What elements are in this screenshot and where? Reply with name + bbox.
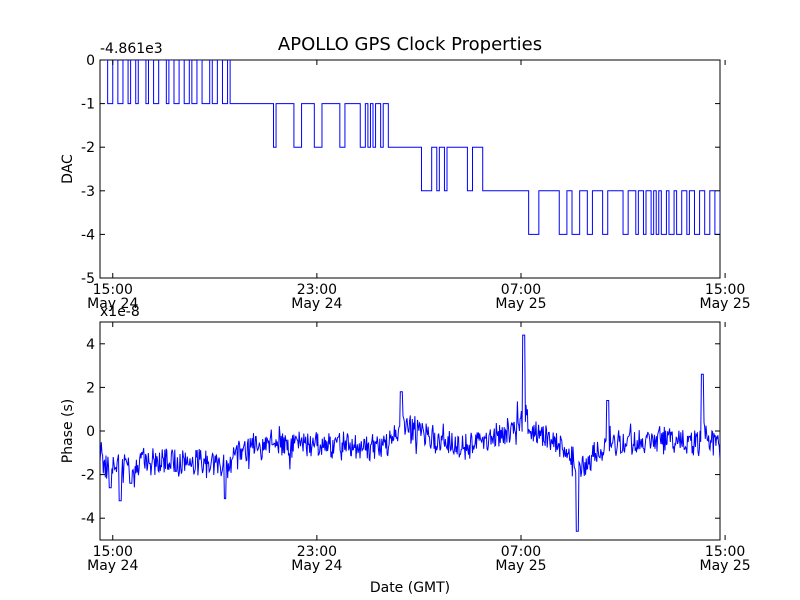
phase-offset-label: x1e-8 (100, 304, 140, 320)
phase-xtick-time: 15:00 (93, 544, 133, 560)
phase-xtick-date: May 24 (87, 558, 138, 574)
phase-xtick-date: May 24 (291, 558, 342, 574)
phase-ytick-label: 4 (86, 337, 95, 353)
phase-ytick-label: 0 (86, 424, 95, 440)
dac-xtick-date: May 25 (699, 296, 750, 312)
phase-ytick-label: -4 (81, 511, 95, 527)
dac-offset-label: -4.861e3 (100, 41, 163, 57)
dac-ytick-label: -3 (81, 184, 95, 200)
phase-xtick-date: May 25 (699, 558, 750, 574)
dac-y-axis-label: DAC (60, 154, 76, 184)
dac-ytick-label: -1 (81, 97, 95, 113)
phase-y-axis-label: Phase (s) (60, 399, 76, 463)
dac-xtick-time: 07:00 (501, 282, 541, 298)
phase-series-line (100, 334, 720, 532)
phase-ytick-label: 2 (86, 380, 95, 396)
dac-xtick-time: 15:00 (93, 282, 133, 298)
dac-ytick-label: -5 (81, 271, 95, 287)
dac-series-line (100, 60, 720, 235)
dac-xtick-date: May 24 (87, 296, 138, 312)
x-axis-label: Date (GMT) (370, 580, 450, 596)
phase-xtick-time: 07:00 (501, 544, 541, 560)
dac-xtick-date: May 25 (495, 296, 546, 312)
dac-ytick-label: 0 (86, 53, 95, 69)
dac-xtick-time: 23:00 (297, 282, 337, 298)
phase-ytick-label: -2 (81, 468, 95, 484)
dac-axes-frame (99, 59, 721, 279)
phase-xtick-time: 23:00 (297, 544, 337, 560)
phase-xtick-time: 15:00 (705, 544, 745, 560)
dac-ytick-label: -4 (81, 227, 95, 243)
dac-ytick-label: -2 (81, 140, 95, 156)
phase-xtick-date: May 25 (495, 558, 546, 574)
chart-title: APOLLO GPS Clock Properties (278, 34, 542, 55)
dac-xtick-date: May 24 (291, 296, 342, 312)
dac-xtick-time: 15:00 (705, 282, 745, 298)
